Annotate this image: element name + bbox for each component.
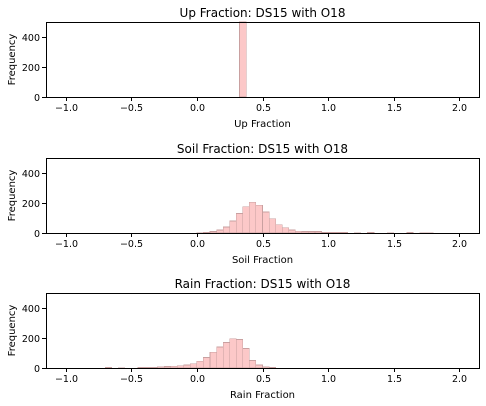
soil-histogram-bar: [203, 231, 211, 234]
up-histogram-bar: [239, 21, 247, 98]
rain-y-tick-label: 0: [34, 364, 40, 375]
rain-x-axis-label: Rain Fraction: [230, 390, 295, 401]
rain-x-tick-label: 0.5: [256, 374, 271, 385]
soil-x-axis-label: Soil Fraction: [232, 255, 293, 266]
soil-x-tick-label: 1.5: [387, 239, 402, 250]
rain-x-tick-label: −1.0: [55, 374, 78, 385]
soil-histogram-bar: [216, 229, 224, 234]
up-chart-title: Up Fraction: DS15 with O18: [180, 6, 346, 20]
soil-panel: −1.0 −0.5 0.0 0.5 1.0 1.5 2.0 0 200 400 Soil Fract…: [7, 142, 480, 266]
rain-histogram-bar: [249, 360, 257, 369]
soil-x-tick-label: −1.0: [55, 239, 78, 250]
rain-x-tick-label: 1.0: [321, 374, 336, 385]
up-axes-frame: [46, 22, 480, 98]
up-x-tick-label: 2.0: [452, 103, 467, 114]
soil-histogram-bar: [308, 231, 316, 234]
rain-x-tick-label: 0.0: [190, 374, 205, 385]
up-y-axis-label: Frequency: [7, 34, 18, 86]
soil-histogram-bar: [327, 231, 335, 234]
rain-axes-frame: [46, 293, 480, 369]
soil-y-axis-label: Frequency: [7, 170, 18, 222]
rain-histogram-bar: [242, 348, 250, 369]
soil-chart-title: Soil Fraction: DS15 with O18: [177, 142, 348, 156]
soil-histogram-bar: [281, 227, 290, 234]
soil-histogram-bar: [255, 204, 263, 234]
soil-x-tick-label: 1.0: [321, 239, 336, 250]
rain-x-tick-label: −0.5: [120, 374, 143, 385]
soil-histogram-bar: [275, 224, 283, 234]
soil-histogram-bar: [249, 201, 257, 234]
rain-histogram-bar: [190, 363, 198, 369]
up-y-tick-label: 0: [34, 93, 40, 104]
rain-y-axis-label: Frequency: [7, 305, 18, 357]
rain-histogram-bar: [235, 339, 244, 369]
up-x-tick-label: 1.0: [321, 103, 336, 114]
up-x-tick-label: 0.0: [190, 103, 205, 114]
up-x-tick-label: 1.5: [387, 103, 402, 114]
soil-x-tick-label: 0.5: [256, 239, 271, 250]
rain-x-tick-label: 1.5: [387, 374, 402, 385]
soil-histogram-bar: [222, 226, 230, 234]
rain-histogram-bar: [144, 366, 152, 369]
soil-histogram-bar: [314, 231, 322, 234]
soil-histogram-bar: [340, 232, 349, 234]
rain-histogram-bar: [170, 365, 178, 369]
rain-histogram-bar: [222, 342, 230, 369]
rain-histogram-bar: [163, 366, 171, 369]
soil-x-tick-label: 0.0: [190, 239, 205, 250]
rain-histogram-bar: [255, 364, 263, 369]
soil-x-tick-label: −0.5: [120, 239, 143, 250]
soil-histogram-bar: [301, 231, 309, 234]
up-x-tick-label: −0.5: [120, 103, 143, 114]
soil-histogram-bar: [235, 213, 244, 234]
soil-histogram-bar: [268, 218, 276, 234]
rain-histogram-bar: [183, 364, 191, 369]
rain-histogram-bar: [150, 366, 158, 369]
soil-y-tick-label: 200: [22, 199, 40, 210]
soil-histogram-bar: [209, 231, 217, 234]
rain-histogram-bar: [203, 357, 211, 369]
up-x-axis-label: Up Fraction: [234, 119, 291, 130]
rain-y-tick-label: 400: [22, 304, 40, 315]
soil-histogram-bar: [229, 220, 237, 234]
rain-histogram-bar: [196, 360, 204, 369]
rain-histogram-bar: [209, 351, 217, 369]
up-y-tick-label: 200: [22, 63, 40, 74]
up-x-tick-label: −1.0: [55, 103, 78, 114]
soil-histogram-bar: [294, 230, 303, 234]
up-x-tick-label: 0.5: [256, 103, 271, 114]
soil-histogram-bar: [334, 232, 342, 234]
soil-histogram-bar: [321, 231, 329, 234]
rain-histogram-bar: [216, 346, 224, 369]
rain-histogram-bar: [229, 338, 237, 369]
soil-histogram-bar: [262, 211, 270, 234]
rain-panel: −1.0 −0.5 0.0 0.5 1.0 1.5 2.0 0 200 400 Rain Fract…: [7, 277, 480, 401]
soil-y-tick-label: 0: [34, 229, 40, 240]
rain-histogram-bar: [262, 366, 270, 369]
rain-histogram-bar: [157, 366, 165, 369]
up-panel: −1.0 −0.5 0.0 0.5 1.0 1.5 2.0 0 200 400 Up Fractio…: [7, 6, 480, 130]
rain-y-tick-label: 200: [22, 334, 40, 345]
soil-histogram-bar: [367, 231, 375, 234]
rain-histogram-bar: [176, 365, 185, 369]
soil-histogram-bar: [288, 229, 296, 234]
rain-chart-title: Rain Fraction: DS15 with O18: [175, 277, 351, 291]
up-y-tick-label: 400: [22, 33, 40, 44]
soil-y-tick-label: 400: [22, 169, 40, 180]
soil-x-tick-label: 2.0: [452, 239, 467, 250]
soil-histogram-bar: [242, 206, 250, 234]
rain-x-tick-label: 2.0: [452, 374, 467, 385]
soil-histogram-bar: [406, 232, 414, 234]
